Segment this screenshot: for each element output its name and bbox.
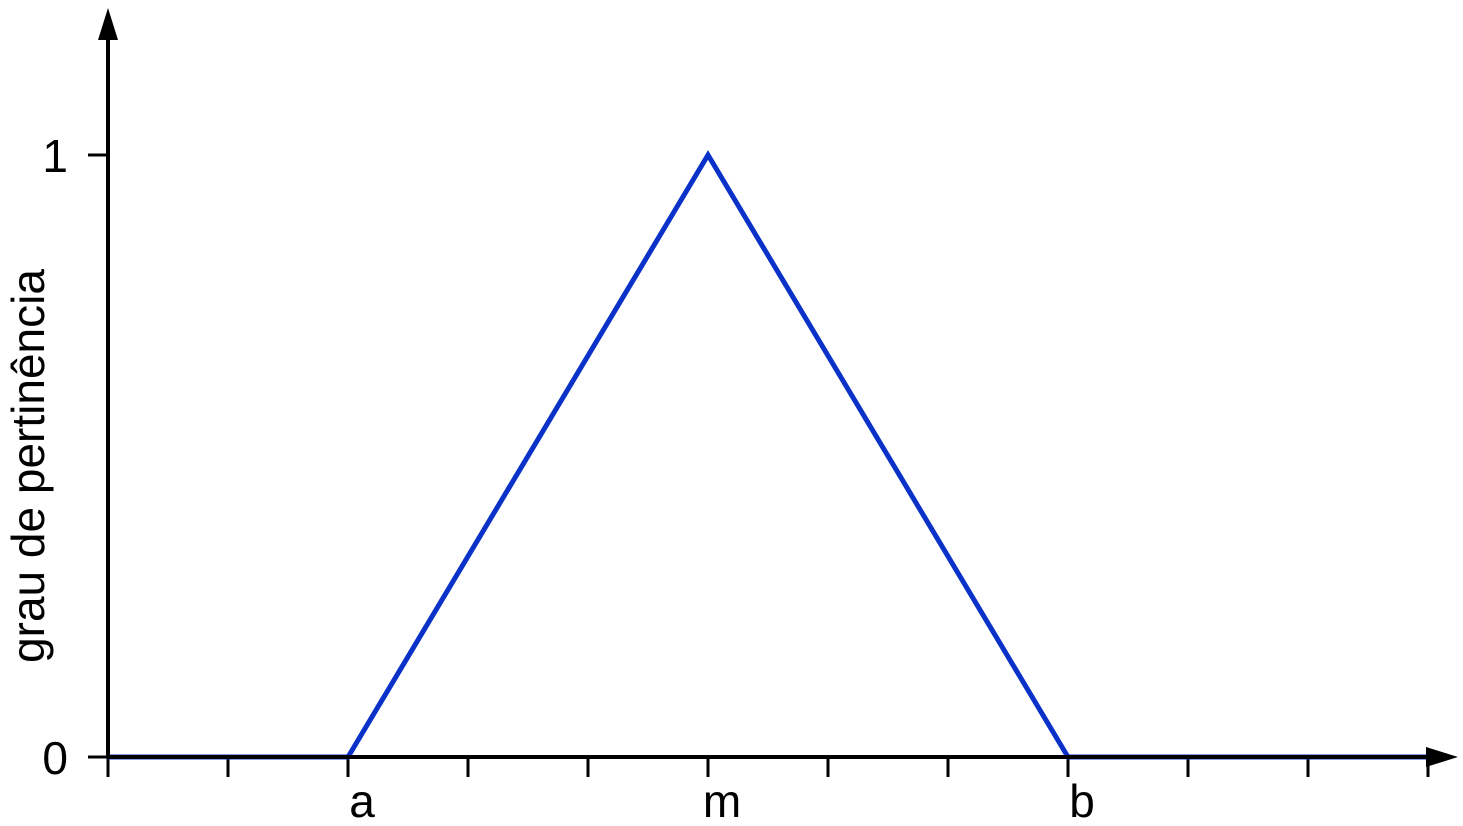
x-tick-label-a: a <box>349 775 375 826</box>
x-axis-ticks <box>106 757 1430 777</box>
x-tick-label-b: b <box>1069 775 1095 826</box>
x-axis-arrow-icon <box>1426 747 1458 767</box>
y-axis-arrow-icon <box>98 8 118 40</box>
y-tick-label-1: 1 <box>42 130 68 182</box>
axes <box>98 8 1458 767</box>
y-tick-label-0: 0 <box>42 732 68 784</box>
series-line-0 <box>108 150 1428 760</box>
x-tick-label-m: m <box>703 775 741 826</box>
y-axis-ticks <box>88 153 108 759</box>
series-layer <box>107 150 1429 760</box>
y-axis-title: grau de pertinência <box>2 269 54 663</box>
y-axis-tick-labels: 01 <box>42 130 68 784</box>
